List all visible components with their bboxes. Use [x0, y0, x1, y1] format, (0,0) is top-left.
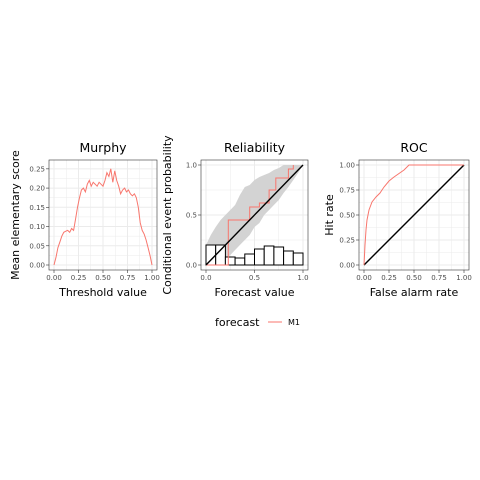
x-tick-label: 0.5	[249, 274, 260, 282]
y-tick-label: 0.0	[186, 262, 197, 270]
x-tick-label: 0.00	[356, 274, 372, 282]
histogram-bar	[234, 257, 246, 266]
legend-label-m1: M1	[288, 318, 300, 327]
reliability-panel: 0.0 0.5 1.0 0.0 0.5 1.0 Reliability Forecast va…	[161, 135, 309, 299]
y-tick-label: 0.00	[29, 262, 45, 270]
histogram-bar	[273, 246, 285, 266]
histogram-bar	[283, 250, 294, 266]
series-line-m1	[53, 168, 153, 266]
y-tick-label: 1.00	[339, 162, 355, 170]
x-tick-label: 0.50	[406, 274, 422, 282]
x-tick-label: 1.00	[144, 274, 160, 282]
x-tick-label: 0.50	[95, 274, 111, 282]
y-axis-label: Mean elementary score	[9, 150, 22, 280]
x-axis-label: Forecast value	[214, 286, 294, 299]
histogram-bar	[254, 248, 265, 266]
x-tick-label: 1.0	[297, 274, 308, 282]
y-axis-label: Conditional event probability	[161, 135, 174, 295]
diagonal-reference-line	[205, 164, 304, 266]
x-tick-label: 0.25	[71, 274, 87, 282]
series-line-m1	[363, 164, 464, 266]
y-tick-label: 0.50	[339, 212, 355, 220]
y-tick-label: 0.75	[339, 187, 355, 195]
y-tick-label: 0.5	[186, 212, 197, 220]
x-tick-label: 0.25	[381, 274, 397, 282]
diagonal-reference-line	[363, 164, 465, 266]
histogram-bar	[244, 253, 256, 266]
x-tick-label: 0.75	[431, 274, 447, 282]
y-tick-label: 0.05	[29, 242, 45, 250]
x-axis-label: Threshold value	[58, 286, 147, 299]
histogram-bar	[292, 252, 304, 266]
x-tick-label: 0.0	[200, 274, 211, 282]
y-tick-label: 0.00	[339, 262, 355, 270]
y-axis-label: Hit rate	[323, 194, 336, 236]
panel-title: Reliability	[224, 140, 286, 155]
x-axis-label: False alarm rate	[370, 286, 459, 299]
x-tick-label: 1.00	[456, 274, 472, 282]
murphy-panel: 0.00 0.25 0.50 0.75 1.00 0.00 0.05 0.10 0.15 0.20…	[9, 140, 160, 299]
histogram-bar	[263, 245, 275, 266]
y-tick-label: 0.15	[29, 204, 45, 212]
panel-title: Murphy	[79, 140, 127, 155]
y-tick-label: 0.25	[339, 237, 355, 245]
legend-title: forecast	[215, 316, 260, 329]
roc-panel: 0.00 0.25 0.50 0.75 1.00 0.00 0.25 0.50 0.75 1.00…	[323, 140, 472, 299]
y-tick-label: 0.25	[29, 165, 45, 173]
histogram-bar	[224, 256, 236, 266]
histogram-bar	[205, 244, 217, 266]
calibration-curve-m1	[206, 165, 294, 266]
y-tick-label: 0.10	[29, 223, 45, 231]
y-tick-label: 0.20	[29, 185, 45, 193]
y-tick-label: 1.0	[186, 162, 197, 170]
x-tick-label: 0.00	[46, 274, 62, 282]
legend: forecast M1	[215, 316, 300, 329]
histogram-bar	[215, 244, 226, 266]
x-tick-label: 0.75	[120, 274, 136, 282]
panel-title: ROC	[400, 140, 428, 155]
